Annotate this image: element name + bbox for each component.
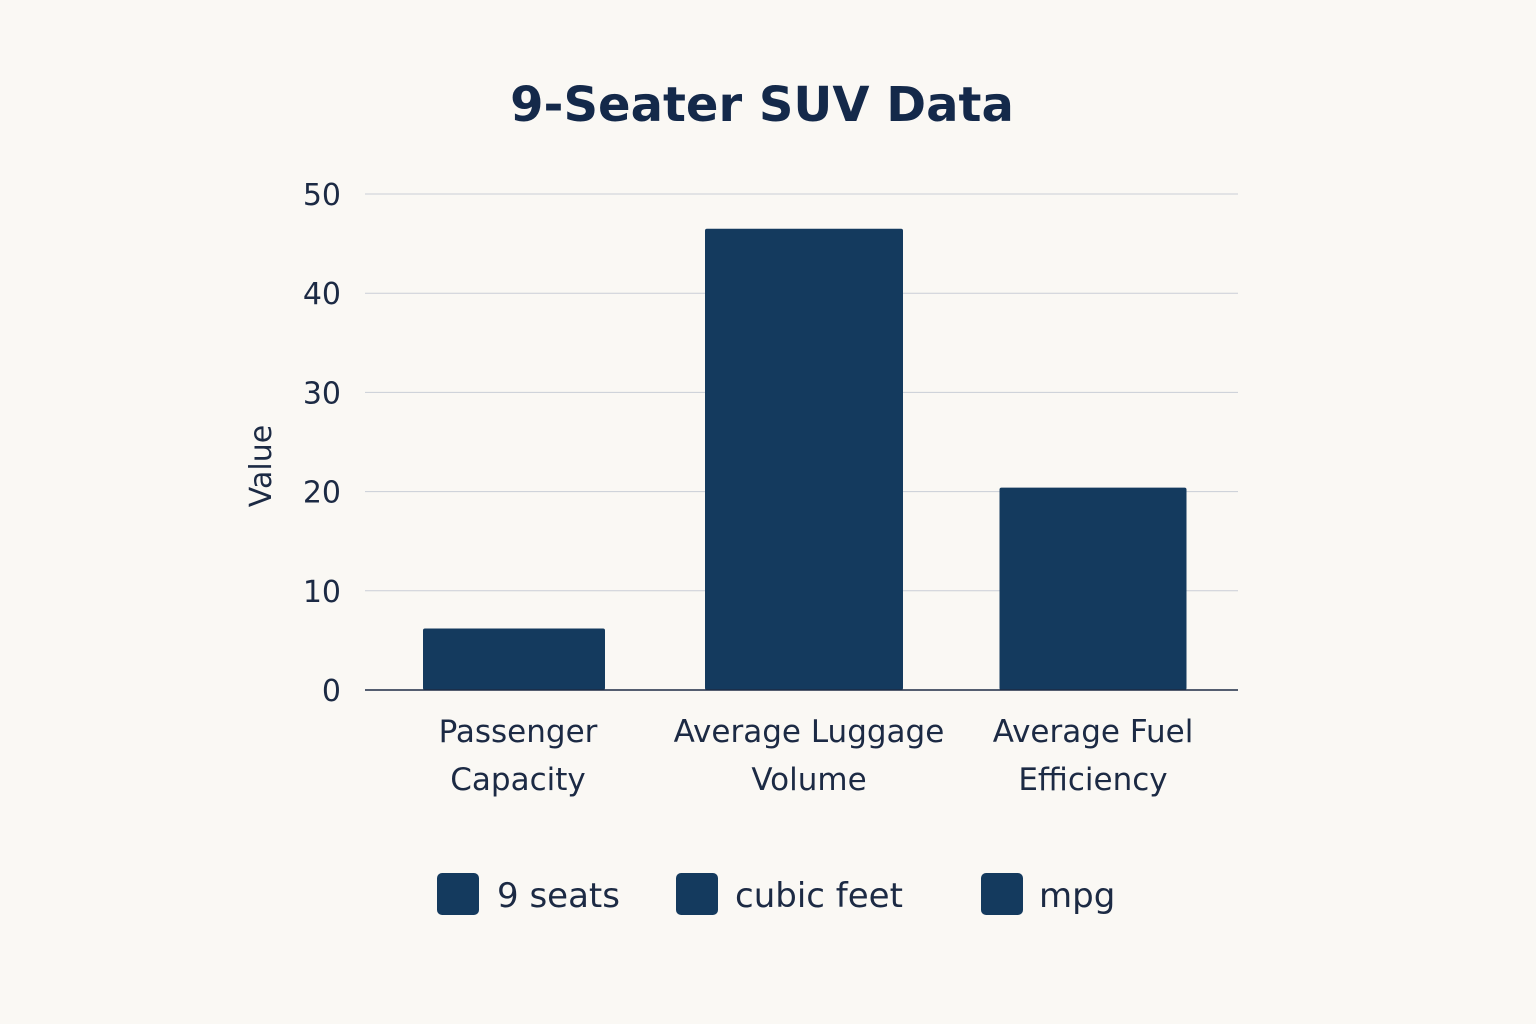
- x-tick-label: Volume: [751, 762, 866, 798]
- y-tick-label: 10: [303, 575, 341, 610]
- x-tick-label: Average Fuel: [993, 714, 1194, 750]
- y-axis-label: Value: [244, 425, 279, 507]
- chart-title: 9-Seater SUV Data: [510, 77, 1014, 133]
- legend: 9 seats cubic feet mpg: [437, 873, 1115, 916]
- x-tick-label: Average Luggage: [674, 714, 945, 750]
- y-tick-label: 0: [322, 674, 341, 709]
- y-tick-labels: 0 10 20 30 40 50: [303, 178, 341, 709]
- bar: [423, 628, 605, 690]
- y-tick-label: 20: [303, 476, 341, 511]
- legend-label: cubic feet: [735, 876, 903, 916]
- bars: [423, 228, 1187, 690]
- y-tick-label: 40: [303, 277, 341, 312]
- legend-swatch: [676, 873, 718, 915]
- y-tick-label: 30: [303, 376, 341, 411]
- legend-swatch: [437, 873, 479, 915]
- bar: [999, 487, 1187, 690]
- x-tick-label: Passenger: [439, 714, 598, 750]
- y-tick-label: 50: [303, 178, 341, 213]
- x-tick-label: Efficiency: [1018, 762, 1167, 798]
- x-tick-label: Capacity: [450, 762, 585, 798]
- legend-swatch: [981, 873, 1023, 915]
- legend-label: 9 seats: [497, 876, 620, 916]
- bar: [705, 228, 903, 690]
- category-labels: Passenger Capacity Average Luggage Volume Av…: [439, 714, 1194, 798]
- legend-label: mpg: [1039, 876, 1115, 916]
